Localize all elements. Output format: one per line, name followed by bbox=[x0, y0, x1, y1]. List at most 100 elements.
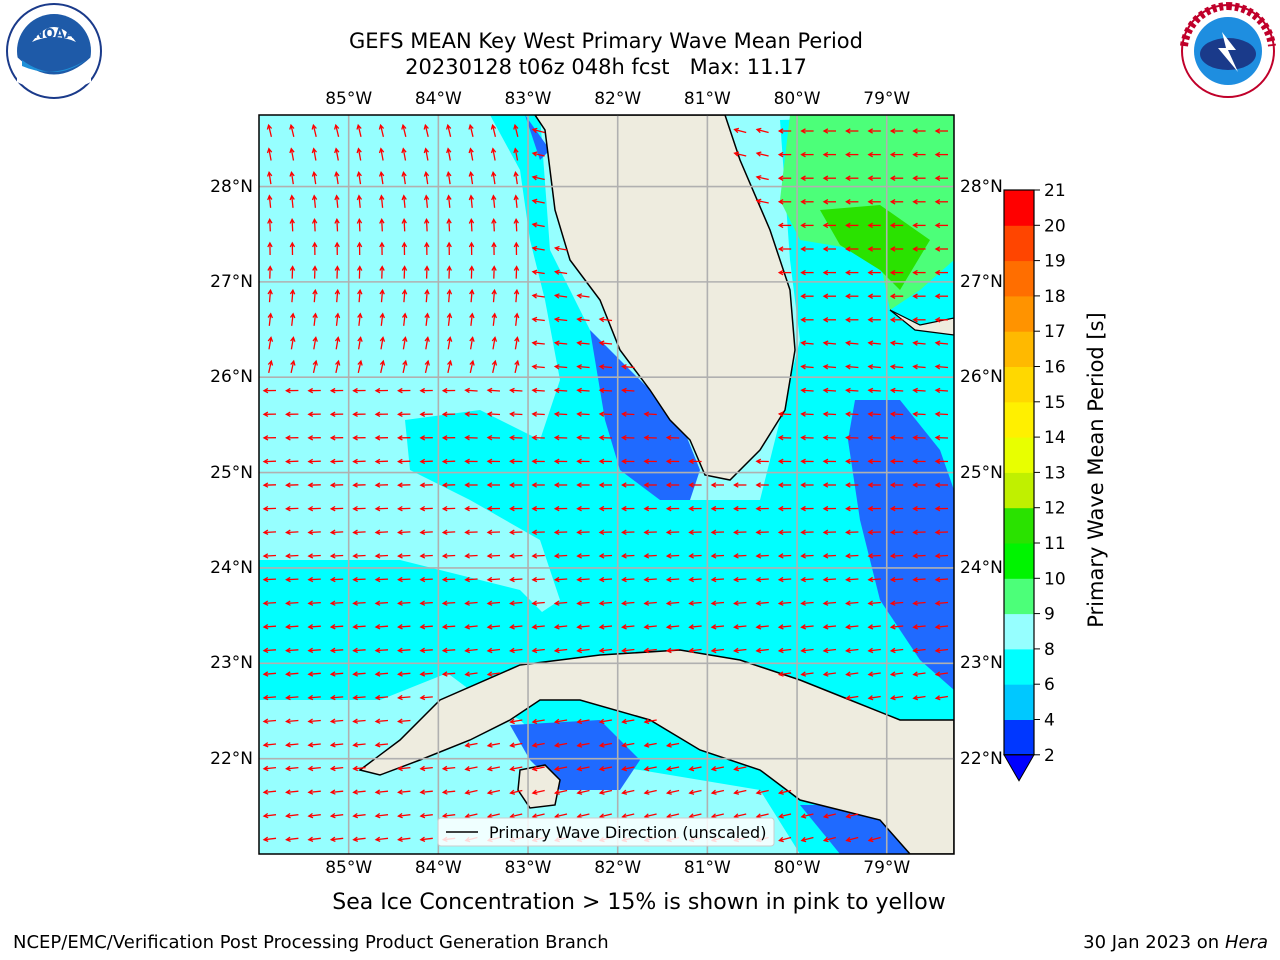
wave-arrow-head bbox=[334, 288, 341, 295]
wave-arrow-head bbox=[509, 742, 516, 748]
wave-arrow-head bbox=[912, 482, 918, 488]
wave-arrow bbox=[689, 625, 702, 628]
wave-arrow-head bbox=[912, 151, 918, 158]
wave-arrow-head bbox=[889, 647, 896, 654]
wave-arrow-head bbox=[777, 435, 784, 441]
wave-arrow bbox=[555, 742, 568, 747]
wave-arrow-head bbox=[598, 529, 605, 535]
wave-arrow-head bbox=[329, 387, 336, 394]
wave-arrow-head bbox=[934, 600, 941, 606]
wave-arrow-head bbox=[424, 336, 430, 342]
wave-arrow bbox=[353, 814, 366, 817]
wave-arrow-head bbox=[553, 435, 560, 441]
wave-arrow bbox=[448, 219, 451, 232]
wave-arrow bbox=[510, 813, 523, 818]
wave-arrow-head bbox=[334, 312, 341, 319]
wave-arrow bbox=[398, 649, 411, 652]
wave-arrow-head bbox=[531, 624, 538, 630]
wave-arrow-head bbox=[867, 222, 874, 229]
wave-arrow bbox=[402, 125, 407, 137]
wave-arrow-head bbox=[867, 671, 874, 677]
wave-arrow-head bbox=[688, 505, 694, 512]
wave-arrow-head bbox=[307, 836, 314, 843]
wave-arrow bbox=[443, 601, 456, 605]
wave-arrow bbox=[331, 554, 344, 557]
wave-arrow-head bbox=[912, 647, 919, 654]
wave-arrow-head bbox=[531, 411, 538, 417]
wave-arrow-head bbox=[643, 765, 650, 772]
axis-tick-label: 25°N bbox=[210, 462, 253, 483]
wave-arrow bbox=[492, 290, 496, 303]
wave-arrow bbox=[308, 649, 321, 652]
wave-arrow bbox=[492, 195, 496, 208]
wave-arrow-head bbox=[576, 482, 582, 488]
colorbar-segment bbox=[1004, 331, 1034, 367]
wave-arrow bbox=[734, 648, 747, 652]
colorbar-segment bbox=[1004, 719, 1034, 756]
wave-arrow bbox=[577, 318, 590, 322]
wave-arrow-head bbox=[531, 316, 538, 323]
wave-arrow bbox=[443, 790, 456, 794]
axis-tick-label: 85°W bbox=[325, 858, 373, 878]
wave-arrow-head bbox=[289, 170, 295, 177]
wave-arrow bbox=[398, 696, 411, 699]
axis-tick-label: 22°N bbox=[960, 748, 1003, 769]
wave-arrow-head bbox=[469, 312, 475, 319]
wave-arrow-head bbox=[845, 175, 851, 181]
wave-arrow bbox=[622, 625, 635, 628]
wave-arrow-head bbox=[777, 269, 784, 276]
wave-arrow-head bbox=[531, 553, 538, 559]
wave-arrow bbox=[487, 742, 501, 747]
wave-arrow-head bbox=[576, 576, 582, 583]
wave-arrow-head bbox=[889, 411, 896, 417]
wave-arrow-head bbox=[267, 241, 273, 248]
wave-arrow-head bbox=[643, 411, 650, 417]
wave-arrow-head bbox=[307, 647, 314, 654]
wave-arrow-head bbox=[397, 435, 403, 441]
wave-arrow bbox=[425, 148, 429, 161]
wave-arrow-head bbox=[262, 647, 269, 654]
wave-arrow-head bbox=[262, 505, 269, 512]
wave-arrow-head bbox=[710, 624, 717, 630]
wave-arrow-head bbox=[307, 411, 314, 417]
wave-arrow-head bbox=[822, 199, 829, 205]
wave-arrow bbox=[420, 837, 433, 841]
wave-arrow bbox=[667, 648, 680, 652]
wave-arrow-head bbox=[509, 576, 515, 583]
wave-arrow-head bbox=[867, 482, 874, 488]
wave-arrow-head bbox=[531, 364, 538, 370]
wave-arrow bbox=[492, 337, 496, 350]
wave-arrow bbox=[599, 578, 613, 581]
wave-arrow bbox=[801, 389, 814, 392]
wave-arrow bbox=[801, 365, 814, 369]
wave-arrow-head bbox=[576, 624, 583, 630]
wave-arrow bbox=[846, 695, 859, 699]
wave-arrow bbox=[353, 790, 366, 794]
wave-arrow bbox=[403, 313, 406, 326]
wave-arrow-head bbox=[424, 312, 430, 319]
wave-arrow-head bbox=[397, 411, 403, 417]
wave-arrow-head bbox=[513, 265, 520, 271]
wave-arrow bbox=[313, 290, 316, 303]
wave-arrow bbox=[734, 152, 747, 157]
wave-arrow bbox=[689, 554, 702, 557]
wave-arrow-head bbox=[531, 718, 538, 725]
wave-arrow-head bbox=[553, 765, 560, 772]
wave-arrow-head bbox=[307, 765, 314, 772]
wave-arrow bbox=[846, 413, 859, 416]
wave-arrow-head bbox=[352, 553, 358, 559]
wave-arrow bbox=[465, 578, 478, 581]
wave-arrow-head bbox=[777, 222, 784, 229]
wave-arrow-head bbox=[374, 647, 381, 654]
wave-arrow bbox=[335, 313, 339, 326]
wave-arrow bbox=[555, 318, 568, 322]
wave-arrow bbox=[644, 625, 657, 628]
wave-arrow-head bbox=[491, 194, 497, 201]
wave-arrow-head bbox=[576, 435, 582, 441]
wave-arrow-head bbox=[419, 576, 426, 583]
wave-arrow-head bbox=[800, 199, 806, 205]
wave-arrow-head bbox=[777, 624, 784, 630]
colorbar-segment bbox=[1004, 578, 1034, 615]
wave-arrow-head bbox=[262, 789, 269, 795]
